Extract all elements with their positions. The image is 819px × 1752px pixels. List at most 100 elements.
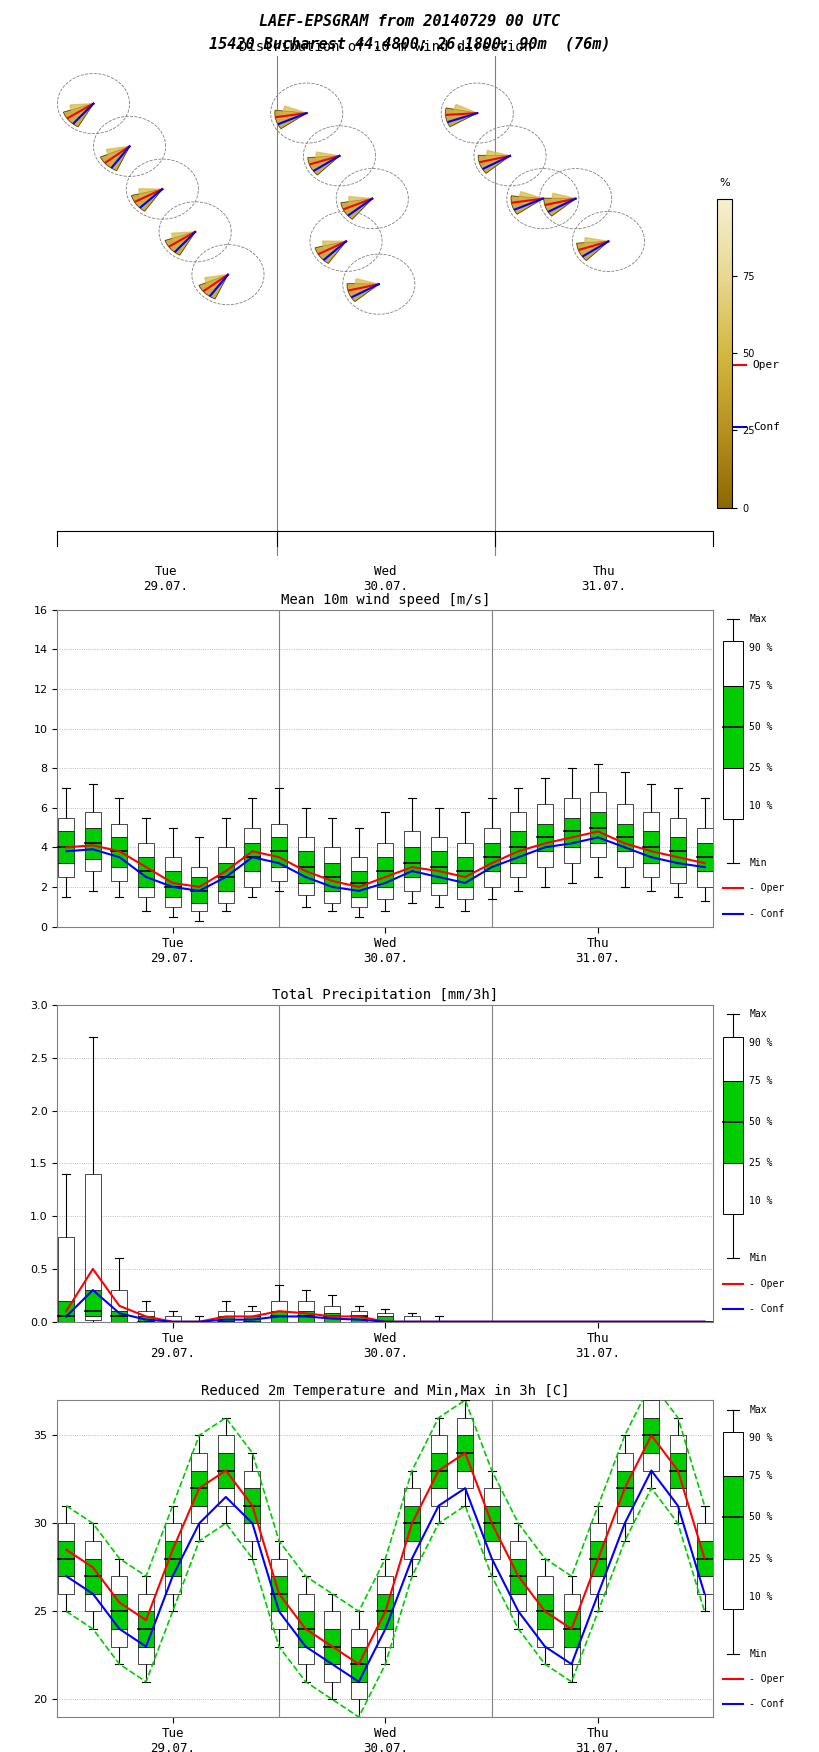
Polygon shape [543,198,575,215]
Bar [218,864,233,890]
Bar [695,1542,712,1577]
Bar [590,792,605,811]
Bar [218,1310,233,1316]
Bar [58,832,75,864]
Bar [191,1452,207,1470]
Bar [191,867,207,878]
Bar [509,832,526,864]
Bar [58,1577,75,1594]
Bar [244,871,260,887]
Bar [218,1487,233,1505]
Bar [271,1300,287,1310]
Text: 50 %: 50 % [749,722,772,732]
Bar [111,1629,127,1647]
Text: Max: Max [749,615,766,624]
Polygon shape [199,275,228,300]
Bar [351,1316,366,1321]
Text: Min: Min [749,1649,766,1659]
Bar [165,897,180,908]
Title: Distribution of 10 m wind direction: Distribution of 10 m wind direction [238,40,532,54]
Bar [457,887,473,899]
Bar [590,1522,605,1542]
Polygon shape [171,231,195,245]
Text: Min: Min [749,858,766,869]
Text: 25 %: 25 % [749,1554,772,1563]
Text: Tue
29.07.: Tue 29.07. [143,564,188,592]
Bar [430,1487,446,1505]
Bar [138,1612,154,1647]
Bar [244,1470,260,1487]
Bar [377,1314,393,1316]
Bar [165,1316,180,1321]
Bar [351,1629,366,1647]
Bar [590,811,605,843]
Bar [111,867,127,881]
Text: Min: Min [749,1253,766,1263]
Bar [218,1435,233,1452]
Bar [563,818,579,848]
Polygon shape [445,109,477,126]
Polygon shape [346,284,378,301]
Text: 25 %: 25 % [749,1158,772,1169]
Polygon shape [348,196,372,208]
Bar [244,1310,260,1316]
Text: - Conf: - Conf [749,909,784,918]
Bar [616,823,632,851]
Polygon shape [584,238,608,251]
Bar [191,1505,207,1522]
Text: Conf: Conf [752,422,779,431]
Bar [483,843,499,871]
FancyBboxPatch shape [722,641,742,685]
Bar [457,1435,473,1470]
Polygon shape [518,191,542,203]
Bar [138,1647,154,1664]
FancyBboxPatch shape [722,1559,742,1610]
Bar [536,851,552,867]
Text: - Oper: - Oper [749,1673,784,1684]
Polygon shape [106,147,129,161]
Text: 90 %: 90 % [749,643,772,653]
Bar [138,887,154,897]
Text: - Oper: - Oper [749,883,784,894]
Text: 25 %: 25 % [749,764,772,773]
Polygon shape [101,147,129,170]
Bar [404,1542,419,1559]
Bar [404,832,419,848]
Bar [695,1577,712,1594]
Polygon shape [70,103,93,116]
Bar [616,1452,632,1470]
Bar [85,1559,101,1594]
Bar [563,1594,579,1612]
Bar [85,827,101,858]
Bar [457,1417,473,1435]
Bar [483,1487,499,1505]
Bar [324,890,340,902]
Text: Wed
30.07.: Wed 30.07. [363,564,407,592]
Bar [271,823,287,837]
Bar [404,848,419,878]
Bar [430,1452,446,1487]
Bar [430,1435,446,1452]
Bar [85,1594,101,1612]
Bar [669,867,685,883]
Bar [85,811,101,827]
Bar [111,823,127,837]
Bar [483,871,499,887]
Bar [351,1310,366,1316]
Polygon shape [486,151,509,163]
Bar [138,1594,154,1612]
Bar [244,1316,260,1321]
Bar [165,871,180,897]
Polygon shape [131,189,162,210]
Polygon shape [576,242,608,261]
Text: 10 %: 10 % [749,801,772,811]
Polygon shape [355,279,378,291]
Bar [218,890,233,902]
Bar [58,864,75,878]
Bar [165,1542,180,1577]
Bar [297,1647,313,1664]
Bar [536,1594,552,1629]
Text: Thu
31.07.: Thu 31.07. [581,564,626,592]
Bar [695,1522,712,1542]
Bar [85,1289,101,1316]
